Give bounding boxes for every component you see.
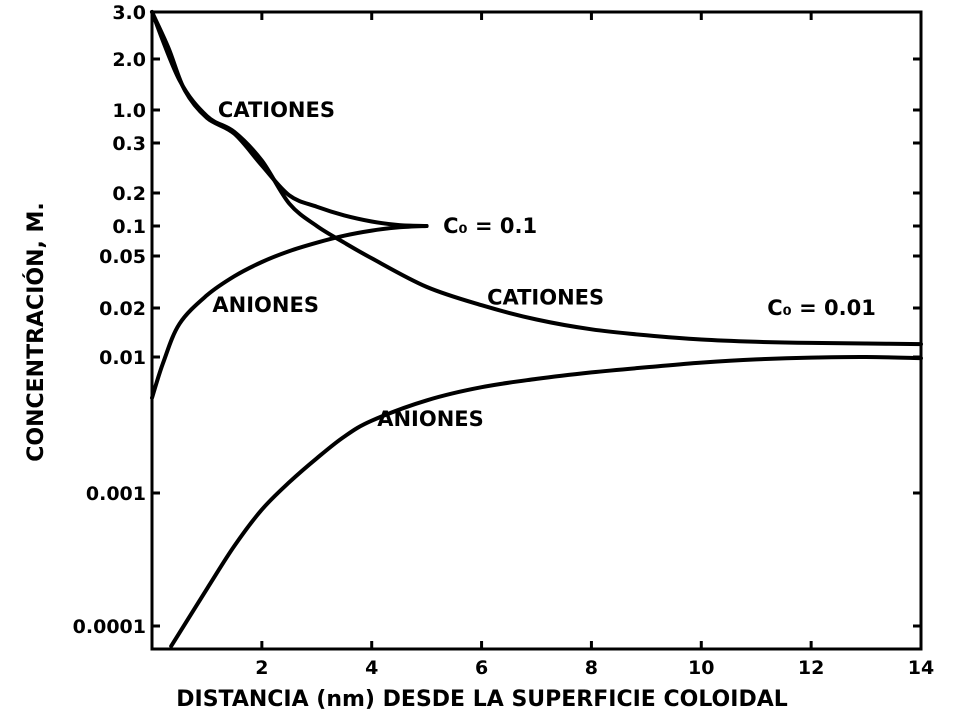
x-tick-label: 4: [365, 657, 378, 679]
y-tick-label: 0.05: [99, 246, 146, 268]
x-tick-label: 2: [255, 657, 268, 679]
annotation-label: CATIONES: [218, 98, 335, 122]
x-tick-label: 14: [908, 657, 934, 679]
annotation-label: C₀ = 0.01: [767, 296, 876, 320]
annotation-label: C₀ = 0.1: [443, 214, 537, 238]
x-tick-label: 8: [585, 657, 598, 679]
y-tick-label: 3.0: [112, 2, 146, 24]
y-tick-label: 0.1: [112, 216, 146, 238]
annotation-label: ANIONES: [377, 407, 484, 431]
x-tick-label: 12: [798, 657, 824, 679]
y-tick-label: 0.001: [86, 483, 146, 505]
y-axis-label: CONCENTRACIÓN, M.: [23, 202, 49, 462]
series-line-aniones-4: [169, 354, 923, 649]
y-tick-label: 0.02: [99, 298, 146, 320]
series-line-aniones-2: [150, 224, 429, 400]
series-line-cationes-3: [150, 10, 923, 347]
y-tick-label: 1.0: [112, 100, 146, 122]
y-tick-label: 0.3: [112, 133, 146, 155]
y-tick-label: 0.2: [112, 183, 146, 205]
x-axis-label: DISTANCIA (nm) DESDE LA SUPERFICIE COLOI…: [176, 687, 788, 712]
y-tick-label: 2.0: [112, 49, 146, 71]
ticks-layer: 3.0 2.0 1.0 0.3 0.2 0.1 0.05 0.02 0.01 0.001 0.000…: [73, 2, 935, 679]
curves-layer: [150, 10, 923, 649]
annotation-label: ANIONES: [212, 293, 319, 317]
x-tick-label: 10: [688, 657, 714, 679]
y-tick-label: 0.0001: [73, 616, 146, 638]
annotation-label: CATIONES: [487, 286, 604, 310]
x-tick-label: 6: [475, 657, 488, 679]
plot-frame: [150, 10, 923, 651]
y-tick-label: 0.01: [99, 347, 146, 369]
annotations-layer: CATIONES C₀ = 0.1 ANIONES CATIONES C₀ = 0.01…: [212, 98, 875, 431]
